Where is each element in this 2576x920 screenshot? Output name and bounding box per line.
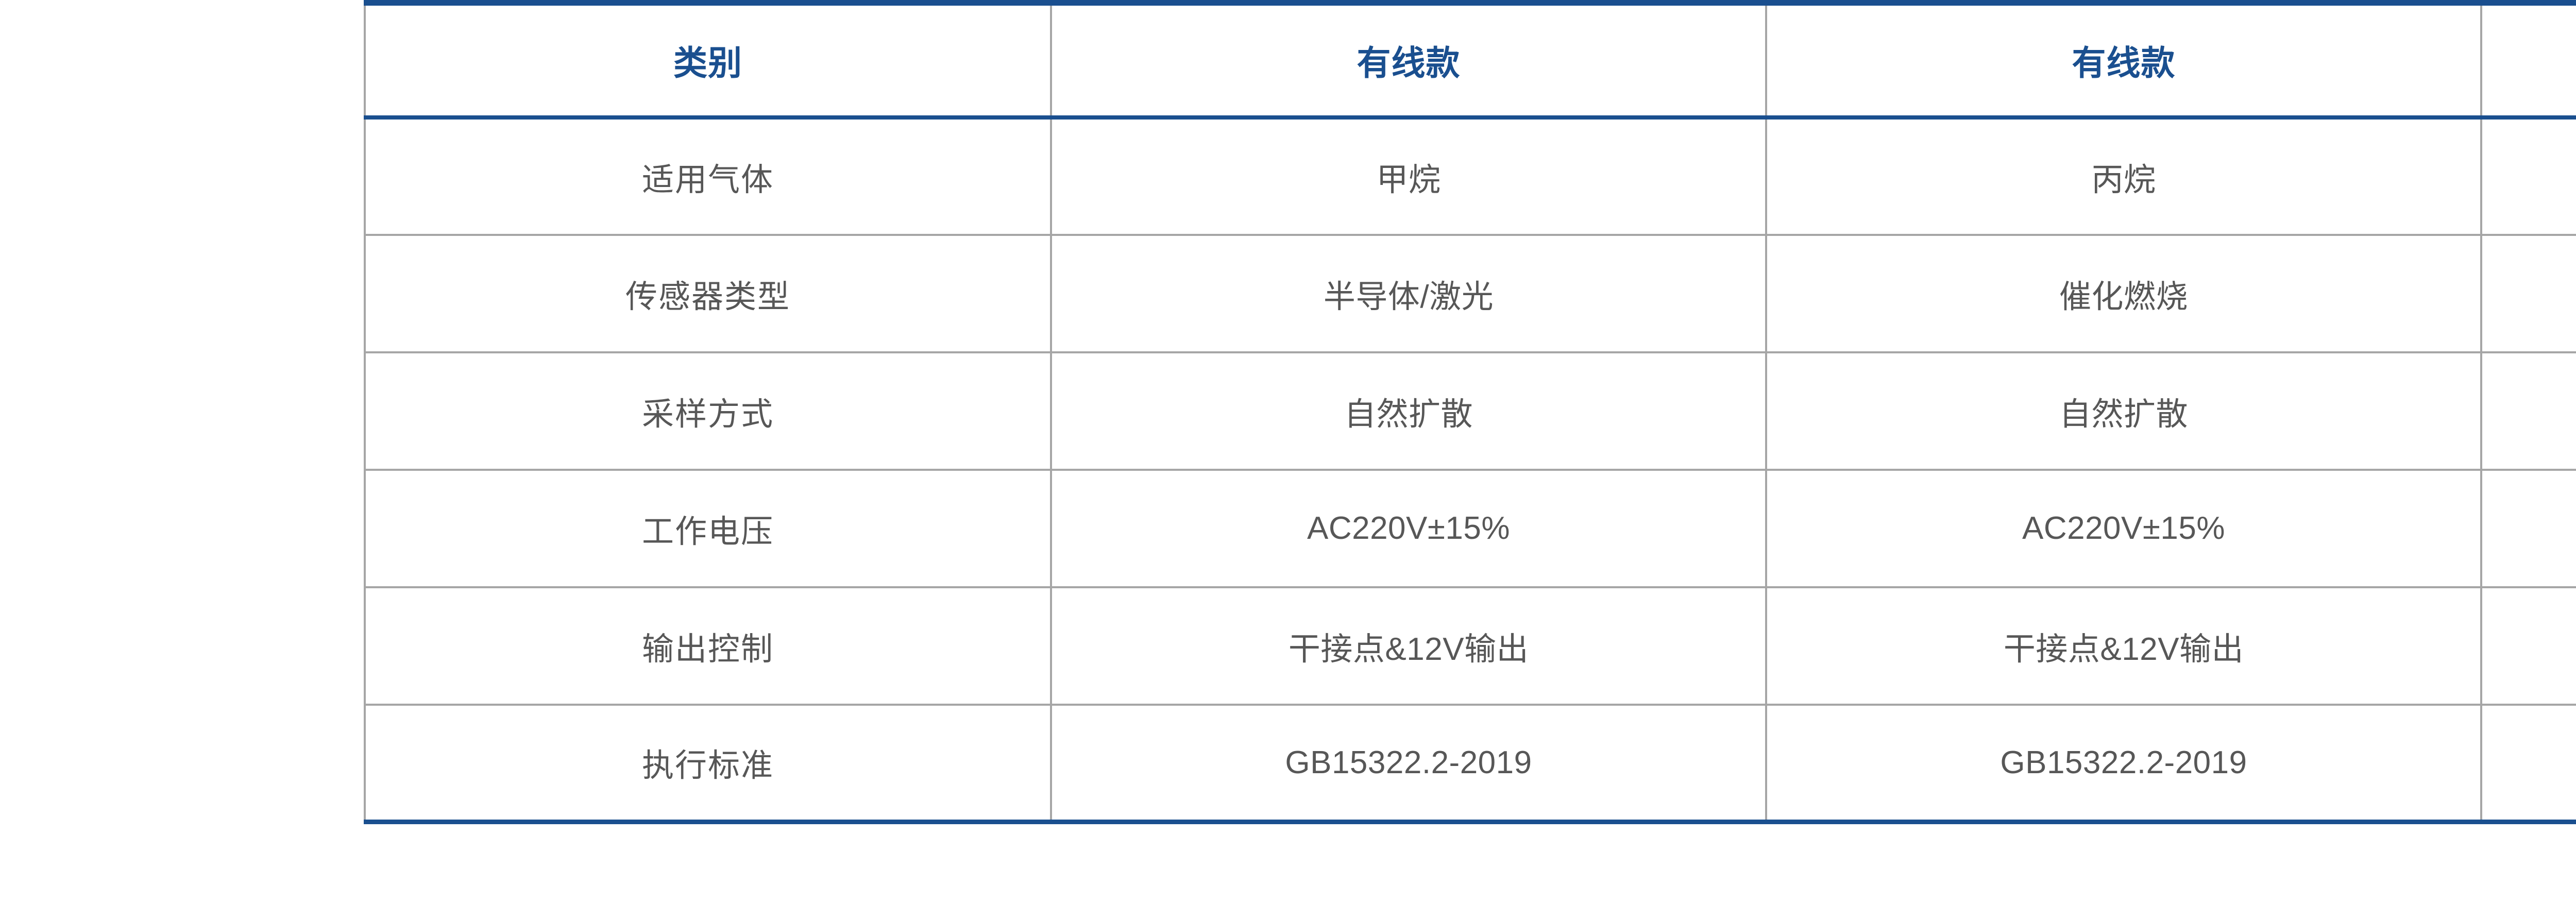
table-header: 类别 有线款 有线款 蓝牙款 2.4G款 <box>364 0 2576 120</box>
row-label-sensor-type: 传感器类型 <box>364 234 1051 353</box>
column-header-category: 类别 <box>364 0 1051 120</box>
table-cell: GB15322.2-2019 <box>1765 704 2481 824</box>
column-header-wired-methane: 有线款 <box>1050 0 1766 120</box>
table-cell: 丙烷 <box>1765 117 2481 236</box>
spec-table-container: 类别 有线款 有线款 蓝牙款 2.4G款 适用气体 甲烷 丙烷 甲烷 甲烷 传感… <box>364 0 2576 824</box>
row-label-execution-standard: 执行标准 <box>364 704 1051 824</box>
row-label-working-voltage: 工作电压 <box>364 469 1051 588</box>
table-cell: 蓝牙模块 <box>2480 587 2576 706</box>
table-cell: AC220V±15% <box>1050 469 1766 588</box>
table-cell: GB15322.2-2019 <box>1050 704 1766 824</box>
table-cell: AC220V±15% <box>1765 469 2481 588</box>
table-cell: 自然扩散 <box>1050 352 1766 471</box>
column-header-wired-propane: 有线款 <box>1765 0 2481 120</box>
table-cell: 半导体/激光 <box>2480 234 2576 353</box>
table-cell: GB15322.2-2019 <box>2480 704 2576 824</box>
table-row: 采样方式 自然扩散 自然扩散 自然扩散 自然扩散 <box>364 352 2576 471</box>
table-row: 执行标准 GB15322.2-2019 GB15322.2-2019 GB153… <box>364 704 2576 824</box>
row-label-output-control: 输出控制 <box>364 587 1051 706</box>
table-body: 适用气体 甲烷 丙烷 甲烷 甲烷 传感器类型 半导体/激光 催化燃烧 半导体/激… <box>364 117 2576 824</box>
table-cell: 催化燃烧 <box>1765 234 2481 353</box>
table-row: 传感器类型 半导体/激光 催化燃烧 半导体/激光 半导体/激光 <box>364 234 2576 353</box>
table-cell: 自然扩散 <box>1765 352 2481 471</box>
table-cell: AC220V±15% <box>2480 469 2576 588</box>
row-label-sampling-method: 采样方式 <box>364 352 1051 471</box>
table-row: 输出控制 干接点&12V输出 干接点&12V输出 蓝牙模块 RF（2.4G）无线… <box>364 587 2576 706</box>
table-row: 工作电压 AC220V±15% AC220V±15% AC220V±15% AC… <box>364 469 2576 588</box>
product-spec-table: 类别 有线款 有线款 蓝牙款 2.4G款 适用气体 甲烷 丙烷 甲烷 甲烷 传感… <box>364 0 2576 824</box>
table-cell: 甲烷 <box>2480 117 2576 236</box>
table-cell: 甲烷 <box>1050 117 1766 236</box>
table-cell: 半导体/激光 <box>1050 234 1766 353</box>
table-cell: 自然扩散 <box>2480 352 2576 471</box>
table-row: 适用气体 甲烷 丙烷 甲烷 甲烷 <box>364 117 2576 236</box>
row-label-applicable-gas: 适用气体 <box>364 117 1051 236</box>
table-header-row: 类别 有线款 有线款 蓝牙款 2.4G款 <box>364 0 2576 120</box>
column-header-bluetooth: 蓝牙款 <box>2480 0 2576 120</box>
table-cell: 干接点&12V输出 <box>1765 587 2481 706</box>
table-cell: 干接点&12V输出 <box>1050 587 1766 706</box>
